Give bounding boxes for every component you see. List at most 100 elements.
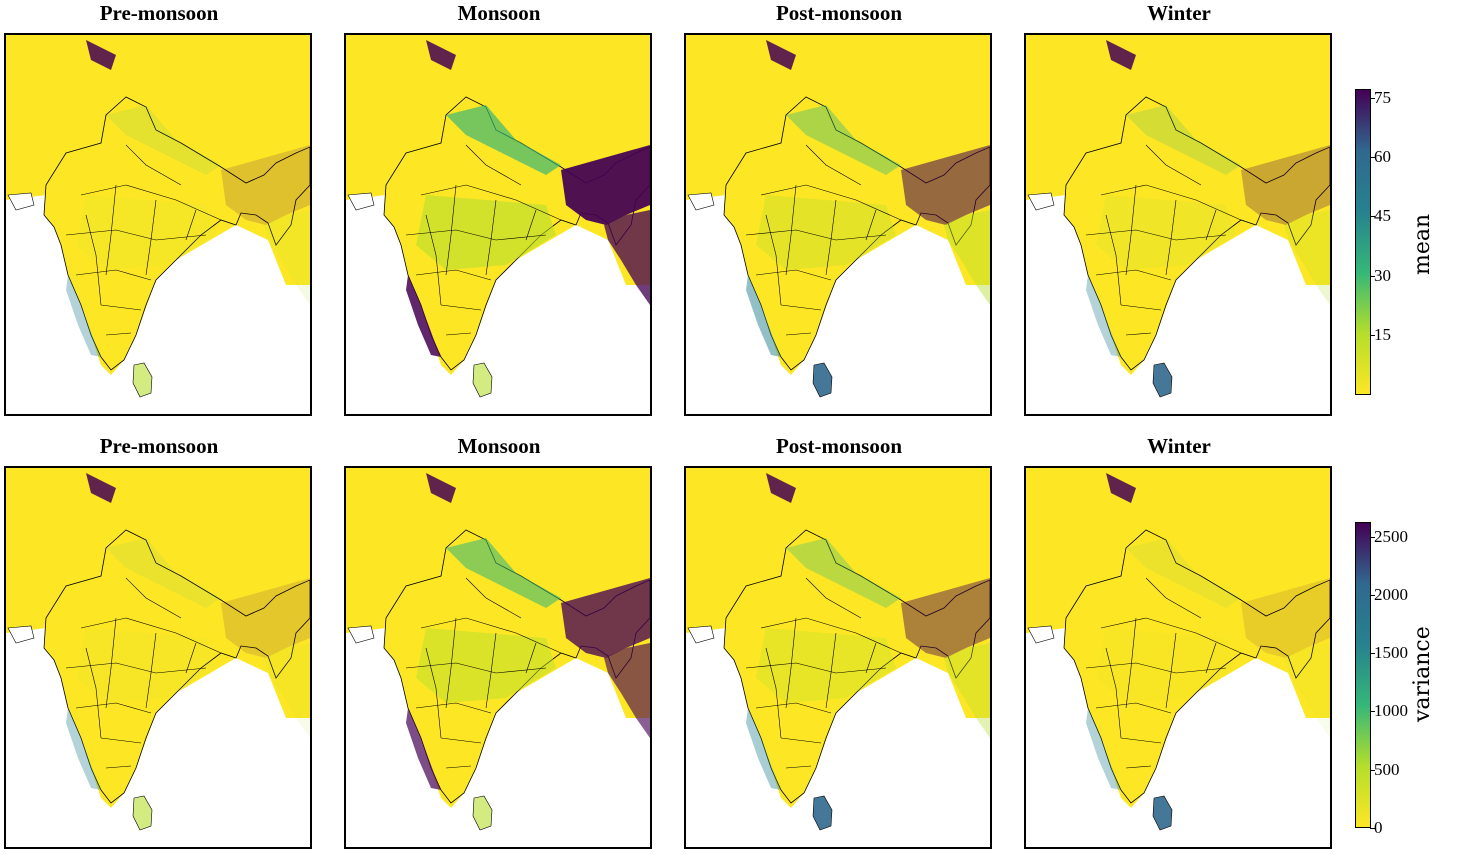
- state-border: [1085, 229, 1227, 241]
- precip-region: [446, 105, 561, 175]
- colorbar-tick-label: 75: [1374, 88, 1391, 107]
- state-border: [805, 577, 862, 619]
- map-frame: [344, 466, 652, 849]
- map-frame: [684, 466, 992, 849]
- state-border: [525, 642, 537, 674]
- map-frame: [4, 33, 312, 416]
- state-border: [765, 214, 782, 306]
- map-svg: [346, 35, 650, 398]
- state-border: [765, 647, 782, 739]
- precip-region: [66, 275, 101, 357]
- srilanka-outline: [1152, 362, 1173, 398]
- gujarat-patch: [347, 625, 375, 644]
- panel-title-r2-c3: Post-monsoon: [775, 434, 902, 458]
- colorbar-tick-mark: [1370, 216, 1375, 217]
- state-border: [425, 647, 442, 739]
- precip-region: [426, 40, 456, 70]
- state-border: [105, 617, 117, 709]
- map-svg: [1026, 468, 1330, 831]
- state-border: [465, 144, 522, 186]
- precip-region: [221, 578, 310, 658]
- state-border: [1100, 184, 1242, 221]
- precip-region: [264, 643, 310, 738]
- precip-region: [561, 578, 650, 658]
- precip-region: [604, 643, 650, 738]
- state-border: [1120, 304, 1162, 311]
- gujarat-patch: [687, 625, 715, 644]
- state-border: [80, 617, 222, 654]
- map-frame: [344, 33, 652, 416]
- map-panel-r1-c1: [4, 33, 312, 416]
- precip-region: [1126, 538, 1241, 608]
- precip-region: [133, 363, 152, 397]
- colorbar-tick-label: 2500: [1374, 527, 1408, 546]
- india-outline: [43, 96, 310, 371]
- srilanka-outline: [812, 795, 833, 831]
- state-border: [125, 577, 182, 619]
- state-border: [1120, 737, 1162, 744]
- map-frame: [1024, 33, 1332, 416]
- state-border: [125, 144, 182, 186]
- colorbar-tick-mark: [1370, 537, 1375, 538]
- state-border: [440, 304, 482, 311]
- state-border: [1205, 209, 1217, 241]
- precip-region: [264, 210, 310, 305]
- srilanka-outline: [132, 362, 153, 398]
- precip-region: [1086, 275, 1121, 357]
- state-border: [420, 617, 562, 654]
- precip-region: [133, 796, 152, 830]
- state-border: [785, 332, 812, 336]
- map-panel-r2-c1: [4, 466, 312, 849]
- colorbar-tick-label: 1500: [1374, 643, 1408, 662]
- precip-region: [473, 363, 492, 397]
- gujarat-patch: [687, 192, 715, 211]
- state-border: [785, 765, 812, 769]
- precip-region: [106, 538, 221, 608]
- srilanka-outline: [1152, 795, 1173, 831]
- state-border: [805, 144, 862, 186]
- colorbar-tick-mark: [1370, 98, 1375, 99]
- state-border: [80, 184, 222, 221]
- state-border: [760, 184, 902, 221]
- india-outline: [723, 529, 990, 804]
- state-border: [525, 209, 537, 241]
- precip-region: [1106, 40, 1136, 70]
- state-border: [85, 214, 102, 306]
- colorbar-variance: [1355, 522, 1371, 828]
- map-frame: [684, 33, 992, 416]
- precip-region: [86, 473, 116, 503]
- state-border: [1125, 617, 1137, 709]
- panel-title-r2-c2: Monsoon: [457, 434, 541, 458]
- state-border: [825, 199, 837, 276]
- panel-title-r1-c1: Pre-monsoon: [99, 1, 219, 25]
- state-border: [865, 209, 877, 241]
- state-border: [1100, 617, 1242, 654]
- map-frame: [1024, 466, 1332, 849]
- colorbar-tick-mark: [1370, 335, 1375, 336]
- colorbar-tick-label: 15: [1374, 325, 1391, 344]
- state-border: [465, 577, 522, 619]
- colorbar-tick-mark: [1370, 595, 1375, 596]
- state-border: [1205, 642, 1217, 674]
- map-panel-r1-c4: [1024, 33, 1332, 416]
- colorbar-tick-mark: [1370, 276, 1375, 277]
- gujarat-patch: [1027, 192, 1055, 211]
- panel-title-r1-c3: Post-monsoon: [775, 1, 902, 25]
- srilanka-outline: [812, 362, 833, 398]
- precip-region: [786, 105, 901, 175]
- precip-region: [604, 210, 650, 305]
- state-border: [1165, 199, 1177, 276]
- panel-title-r2-c1: Pre-monsoon: [99, 434, 219, 458]
- panel-title-r1-c4: Winter: [1147, 1, 1211, 25]
- precip-region: [416, 628, 556, 703]
- panel-title-r2-c4: Winter: [1147, 434, 1211, 458]
- precip-region: [406, 708, 441, 790]
- precip-region: [1241, 145, 1330, 225]
- state-border: [415, 702, 492, 714]
- state-border: [415, 269, 492, 281]
- precip-region: [756, 195, 896, 270]
- srilanka-outline: [132, 795, 153, 831]
- map-svg: [346, 468, 650, 831]
- state-border: [780, 304, 822, 311]
- state-border: [145, 199, 157, 276]
